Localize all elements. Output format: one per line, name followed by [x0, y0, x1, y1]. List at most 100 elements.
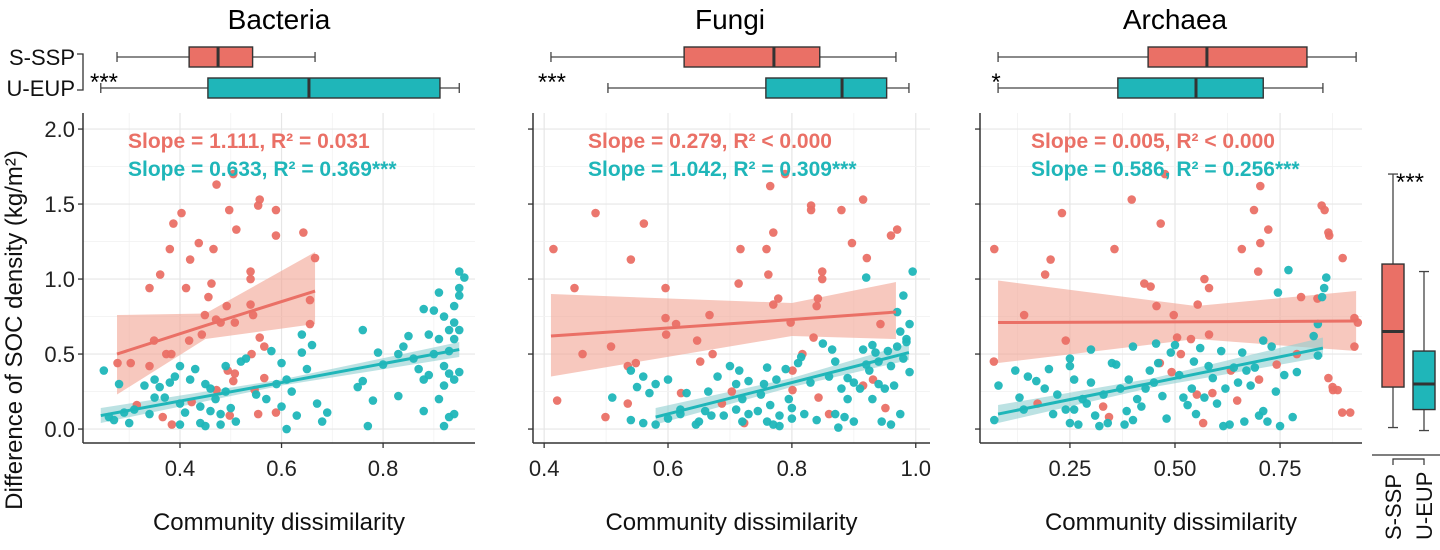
point-u-eup	[775, 411, 784, 420]
point-u-eup	[419, 304, 429, 314]
point-u-eup	[1132, 394, 1142, 404]
point-u-eup	[626, 366, 636, 375]
point-u-eup	[1258, 336, 1268, 345]
point-u-eup	[99, 366, 109, 375]
point-s-ssp	[606, 342, 616, 351]
point-u-eup	[322, 408, 332, 417]
point-u-eup	[241, 354, 251, 363]
point-u-eup	[439, 312, 449, 321]
x-axis-title: Community dissimilarity	[605, 509, 857, 536]
point-s-ssp	[692, 336, 702, 345]
fit-line-u-eup	[100, 348, 460, 418]
point-u-eup	[1111, 360, 1121, 369]
top-boxplot-u-eup	[607, 77, 910, 99]
point-u-eup	[170, 372, 180, 381]
x-tick-label: 0.4	[529, 456, 560, 481]
point-u-eup	[216, 420, 225, 429]
point-u-eup	[206, 406, 215, 416]
point-u-eup	[1191, 409, 1201, 419]
point-u-eup	[297, 348, 307, 357]
point-s-ssp	[200, 310, 210, 320]
point-s-ssp	[989, 357, 999, 366]
point-u-eup	[434, 288, 444, 297]
point-u-eup	[277, 402, 286, 411]
point-u-eup	[849, 378, 859, 387]
point-s-ssp	[661, 283, 670, 293]
point-u-eup	[731, 405, 741, 414]
point-s-ssp	[305, 295, 315, 305]
point-s-ssp	[246, 274, 255, 284]
point-u-eup	[353, 382, 363, 392]
x-tick-label: 0.75	[1259, 456, 1302, 481]
point-u-eup	[1321, 273, 1331, 282]
panel-title: Fungi	[695, 4, 765, 35]
point-u-eup	[282, 424, 291, 434]
point-s-ssp	[259, 373, 269, 383]
point-s-ssp	[578, 349, 587, 359]
point-s-ssp	[253, 409, 263, 419]
point-u-eup	[1263, 417, 1272, 426]
point-s-ssp	[892, 225, 902, 234]
point-s-ssp	[780, 169, 790, 179]
point-u-eup	[1044, 364, 1054, 374]
point-u-eup	[719, 411, 729, 420]
point-s-ssp	[1040, 270, 1050, 279]
point-u-eup	[201, 421, 210, 431]
point-u-eup	[849, 417, 859, 426]
fit-line-u-eup	[997, 346, 1324, 416]
point-s-ssp	[809, 333, 818, 342]
x-tick-label: 0.8	[777, 456, 808, 481]
point-u-eup	[858, 345, 868, 354]
x-tick-label: 0.4	[165, 456, 196, 481]
top-significance: ***	[90, 69, 118, 96]
point-u-eup	[1271, 387, 1281, 396]
point-s-ssp	[705, 310, 714, 320]
point-s-ssp	[601, 412, 610, 422]
point-u-eup	[444, 325, 454, 335]
point-u-eup	[394, 349, 403, 359]
point-s-ssp	[197, 330, 207, 339]
annotation-u-eup: Slope = 0.586, R² = 0.256***	[1031, 158, 1300, 181]
point-s-ssp	[862, 253, 872, 263]
point-s-ssp	[876, 319, 885, 329]
point-u-eup	[632, 382, 642, 392]
point-u-eup	[1288, 412, 1297, 422]
point-u-eup	[703, 387, 713, 396]
point-u-eup	[404, 331, 413, 341]
point-u-eup	[155, 382, 164, 392]
point-u-eup	[1279, 370, 1289, 380]
x-tick-label: 1.0	[900, 456, 931, 481]
point-s-ssp	[814, 393, 823, 402]
point-u-eup	[744, 409, 753, 419]
point-u-eup	[759, 379, 769, 389]
y-tick-label: 0.0	[44, 417, 75, 442]
x-axis-title: Community dissimilarity	[1045, 509, 1297, 536]
point-s-ssp	[1204, 330, 1214, 339]
point-s-ssp	[299, 228, 308, 237]
point-u-eup	[607, 393, 617, 402]
point-u-eup	[1032, 376, 1041, 386]
point-u-eup	[765, 400, 775, 410]
point-s-ssp	[824, 409, 834, 419]
y-tick-label: 1.0	[44, 267, 75, 292]
box	[1412, 350, 1436, 411]
point-u-eup	[738, 417, 747, 426]
point-u-eup	[1242, 366, 1251, 375]
point-s-ssp	[773, 294, 783, 303]
point-u-eup	[1204, 361, 1213, 371]
x-axis-title: Community dissimilarity	[153, 509, 405, 536]
point-u-eup	[818, 339, 828, 348]
point-u-eup	[231, 417, 241, 426]
x-tick-label: 0.50	[1154, 456, 1197, 481]
point-u-eup	[1065, 418, 1075, 428]
point-u-eup	[1151, 339, 1161, 348]
point-u-eup	[1179, 393, 1188, 402]
point-u-eup	[892, 307, 902, 317]
point-s-ssp	[1019, 310, 1029, 320]
point-u-eup	[1189, 357, 1199, 366]
point-s-ssp	[570, 283, 579, 293]
point-u-eup	[806, 378, 815, 387]
point-u-eup	[226, 403, 236, 413]
point-u-eup	[784, 394, 794, 404]
point-s-ssp	[1204, 283, 1214, 293]
